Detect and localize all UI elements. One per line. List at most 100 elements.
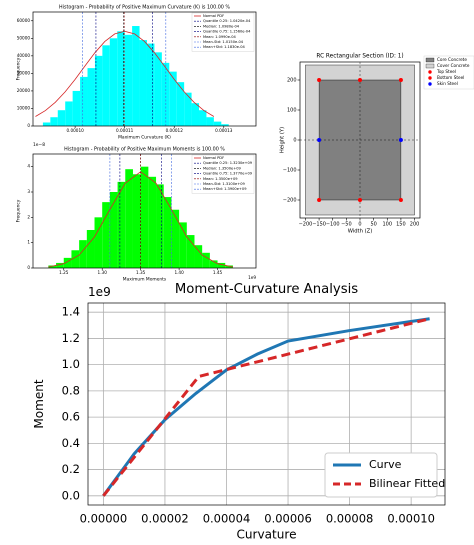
pdf-curve xyxy=(35,30,215,117)
legend-label: Mean-Std: 1.0150e-04 xyxy=(203,40,244,44)
y-tick-label: 3 xyxy=(27,189,30,194)
histogram-bar xyxy=(202,252,210,268)
plot-frame xyxy=(299,61,421,219)
x-tick-label: 1.35 xyxy=(136,270,146,275)
y-tick-label: 40000 xyxy=(17,53,31,58)
legend-label: Curve xyxy=(369,458,402,471)
x-tick-label: 0.00000 xyxy=(80,511,128,525)
histogram-bar xyxy=(132,26,140,126)
legend-swatch xyxy=(428,70,432,74)
legend-label: Quantile 0.25: 1.3230e+09 xyxy=(203,161,253,165)
histogram-bar xyxy=(154,52,162,126)
legend-swatch xyxy=(428,76,432,80)
plot-frame xyxy=(32,153,257,269)
x-tick-label: 0 xyxy=(358,222,361,228)
legend-label: Core Concrete xyxy=(437,57,467,62)
histogram-bar xyxy=(191,103,200,126)
y-tick-label: 30000 xyxy=(17,70,31,75)
legend-label: Quantile 0.75: 1.3770e+09 xyxy=(203,172,253,176)
x-axis-label: Width (Z) xyxy=(348,229,373,235)
x-tick-label: −50 xyxy=(341,222,352,228)
histogram-bar xyxy=(86,230,95,268)
y-axis-label: Frequency xyxy=(15,57,21,80)
y-tick-label: 0.0 xyxy=(62,488,80,502)
histogram-bar xyxy=(72,90,81,126)
y-tick-label: 2 xyxy=(27,214,30,219)
series-line xyxy=(102,317,430,497)
histogram-bar xyxy=(217,262,226,268)
y-tick-label: 0.2 xyxy=(62,462,80,476)
chart-title: RC Rectangular Section (ID: 1) xyxy=(316,54,403,60)
rebar xyxy=(398,198,403,202)
x-tick-label: 1.30 xyxy=(98,270,108,275)
x-axis-label: Maximum Moments xyxy=(123,276,167,282)
legend-label: Quantile 0.25: 1.0420e-04 xyxy=(203,19,251,23)
histogram-bar xyxy=(140,166,149,268)
x-tick-label: 50 xyxy=(370,222,376,228)
series-line xyxy=(102,317,430,497)
histogram-bar xyxy=(221,124,229,126)
rebar xyxy=(358,78,362,82)
legend-label: Mean+Std: 1.3900e+09 xyxy=(203,187,247,191)
plot-frame xyxy=(32,11,257,127)
x-tick-label: −100 xyxy=(326,222,340,228)
rebar xyxy=(398,138,403,142)
histogram-bar xyxy=(65,101,73,126)
histogram-bar xyxy=(209,260,218,268)
legend-label: Cover Concrete xyxy=(437,63,470,68)
y-tick-label: 0 xyxy=(27,123,30,128)
x-tick-label: 0.00006 xyxy=(264,511,312,525)
y-tick-label: 0 xyxy=(27,265,30,270)
rebar xyxy=(317,138,322,142)
y-offset-label: 1e9 xyxy=(88,285,111,299)
histogram-bar xyxy=(50,117,58,126)
histogram-bar xyxy=(57,110,66,126)
x-offset-label: 1e9 xyxy=(248,275,256,280)
histogram-bar xyxy=(171,209,180,268)
rebar xyxy=(317,198,322,202)
histogram-bar xyxy=(79,240,87,268)
histogram-bar xyxy=(146,43,155,126)
histogram-bar xyxy=(176,82,185,126)
histogram-bar xyxy=(156,184,164,268)
chart-title: Moment-Curvature Analysis xyxy=(175,282,358,297)
histogram-bar xyxy=(71,250,80,268)
histogram-bar xyxy=(225,265,233,268)
x-tick-label: 200 xyxy=(410,222,420,228)
x-tick-label: 1.25 xyxy=(59,270,69,275)
legend-label: Mean+Std: 1.1830e-04 xyxy=(203,45,245,49)
x-tick-label: 0.00004 xyxy=(203,511,251,525)
legend-box xyxy=(191,154,255,194)
y-tick-label: 100 xyxy=(287,108,297,114)
histogram-bar xyxy=(117,181,126,268)
x-tick-label: 0.00010 xyxy=(66,128,84,133)
y-tick-label: 0.6 xyxy=(62,410,80,424)
x-axis-label: Maximum Curvature (K) xyxy=(118,134,171,140)
legend-label: Skin Steel xyxy=(437,81,458,86)
y-tick-label: −200 xyxy=(283,198,297,204)
y-axis-label: Moment xyxy=(32,379,46,429)
legend-label: Bilinear Fitted xyxy=(369,477,445,490)
legend-label: Mean: 1.3500e+09 xyxy=(203,177,238,181)
rebar xyxy=(398,78,403,82)
histogram-bar xyxy=(194,245,203,268)
y-tick-label: 1 xyxy=(27,240,30,245)
x-tick-label: −150 xyxy=(312,222,326,228)
histogram-bar xyxy=(184,92,192,126)
histogram-bar xyxy=(87,68,95,126)
x-tick-label: 0.00012 xyxy=(166,128,184,133)
histogram-bar xyxy=(124,34,133,126)
chart-title: Histogram - Probability of Positive Maxi… xyxy=(59,4,230,10)
legend-label: Median: 1.0980e-04 xyxy=(203,24,240,28)
rebar xyxy=(358,198,362,202)
y-tick-label: 0 xyxy=(293,138,296,144)
legend-label: Mean-Std: 1.3100e+09 xyxy=(203,182,245,186)
y-tick-label: 0.4 xyxy=(62,436,80,450)
legend-swatch xyxy=(425,57,435,63)
histogram-bar xyxy=(102,202,110,268)
chart-title: Histogram - Probability of Positive Maxi… xyxy=(64,146,225,152)
histogram-bar xyxy=(102,45,110,127)
histogram-bar xyxy=(94,55,103,126)
y-tick-label: 0.8 xyxy=(62,383,80,397)
